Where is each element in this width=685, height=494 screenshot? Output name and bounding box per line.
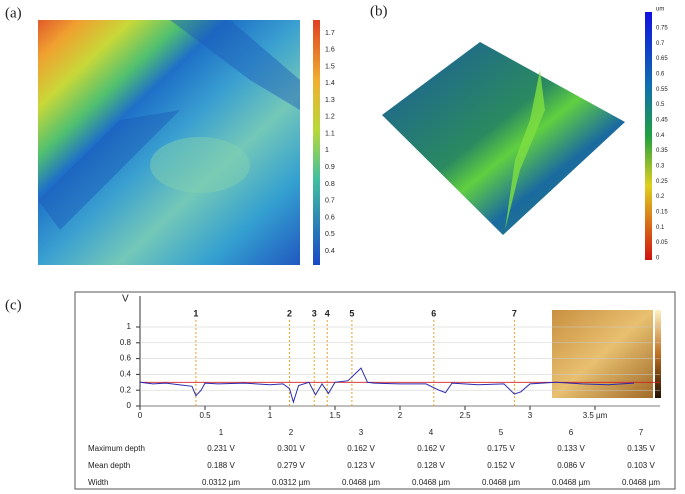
colorbar-label: 0.4 <box>325 248 335 255</box>
colorbar-label: 0 <box>656 256 660 262</box>
colorbar-label: 0.65 <box>656 56 668 62</box>
panel-label: (b) <box>370 3 388 19</box>
table-cell: 0.0468 µm <box>412 478 450 487</box>
colorbar-label: 1.6 <box>325 47 335 54</box>
colorbar-label: 0.5 <box>656 102 665 108</box>
colorbar-label: 0.7 <box>325 198 335 205</box>
x-tick-label: 2.5 <box>459 411 471 420</box>
table-cell: 0.279 V <box>277 461 305 470</box>
table-cell: 0.0468 µm <box>622 478 660 487</box>
table-cell: 0.152 V <box>487 461 515 470</box>
x-tick-label: 0.5 <box>199 411 211 420</box>
marker-label: 3 <box>312 308 317 318</box>
profile-line <box>139 367 635 404</box>
colorbar-label: 0.8 <box>325 181 335 188</box>
table-cell: 0.0468 µm <box>342 478 380 487</box>
y-tick-label: 0.6 <box>120 354 132 363</box>
table-header: 1 <box>219 428 224 437</box>
panel-frame <box>74 291 676 490</box>
marker-label: 5 <box>349 308 354 318</box>
table-cell: 0.128 V <box>417 461 445 470</box>
colorbar-label: 1.1 <box>325 130 335 137</box>
colorbar-label: 0.1 <box>656 225 665 231</box>
table-cell: 0.086 V <box>557 461 585 470</box>
table-cell: 0.175 V <box>487 444 515 453</box>
marker-label: 2 <box>287 308 292 318</box>
table-cell: 0.0312 µm <box>202 478 240 487</box>
table-cell: 0.301 V <box>277 444 305 453</box>
colorbar-label: 1 <box>325 147 329 154</box>
table-header: 2 <box>289 428 294 437</box>
table-header: 6 <box>569 428 574 437</box>
colorbar-label: 0.6 <box>325 214 335 221</box>
marker-label: 4 <box>325 308 330 318</box>
colorbar-label: 0.3 <box>656 164 665 170</box>
table-cell: 0.162 V <box>417 444 445 453</box>
table-cell: 0.103 V <box>627 461 655 470</box>
terrain-shade <box>38 20 300 230</box>
table-cell: 0.162 V <box>347 444 375 453</box>
panel-label: (a) <box>5 5 22 21</box>
colorbar-label: 1.7 <box>325 30 335 37</box>
table-header: 5 <box>499 428 504 437</box>
colorbar-unit: um <box>656 7 664 13</box>
table-cell: 0.0312 µm <box>272 478 310 487</box>
x-tick-label: 1 <box>268 411 273 420</box>
colorbar-label: 0.35 <box>656 148 668 154</box>
colorbar-label: 1.5 <box>325 63 335 70</box>
x-tick-label: 3.5 µm <box>583 411 608 420</box>
colorbar-label: 0.15 <box>656 210 668 216</box>
marker-label: 1 <box>193 308 198 318</box>
table-cell: 0.188 V <box>207 461 235 470</box>
table-cell: 0.231 V <box>207 444 235 453</box>
panel-label: (c) <box>5 297 22 313</box>
colorbar <box>645 12 652 260</box>
y-tick-label: 1 <box>127 322 132 331</box>
colorbar <box>313 20 320 265</box>
table-cell: 0.135 V <box>627 444 655 453</box>
x-tick-label: 0 <box>138 411 143 420</box>
colorbar-label: 0.55 <box>656 87 668 93</box>
surface-ridge <box>505 70 545 230</box>
inset-colorbar <box>655 310 661 398</box>
colorbar-label: 0.4 <box>656 133 665 139</box>
y-tick-label: 0.2 <box>120 385 132 394</box>
table-cell: 0.133 V <box>557 444 585 453</box>
terrain-grain <box>150 137 250 193</box>
height-map <box>38 20 300 265</box>
table-cell: 0.0468 µm <box>482 478 520 487</box>
y-axis-label: V <box>122 294 129 305</box>
y-tick-label: 0.4 <box>120 370 132 379</box>
row-label: Maximum depth <box>88 444 145 453</box>
table-cell: 0.123 V <box>347 461 375 470</box>
x-tick-label: 3 <box>528 411 533 420</box>
colorbar-label: 0.7 <box>656 41 665 47</box>
colorbar-label: 0.05 <box>656 240 668 246</box>
row-label: Width <box>88 478 108 487</box>
colorbar-label: 0.5 <box>325 231 335 238</box>
y-tick-label: 0.8 <box>120 338 132 347</box>
x-tick-label: 2 <box>398 411 403 420</box>
row-label: Mean depth <box>88 461 130 470</box>
colorbar-label: 0.2 <box>656 194 665 200</box>
colorbar-label: 1.3 <box>325 97 335 104</box>
y-tick-label: 0 <box>127 401 132 410</box>
table-header: 3 <box>359 428 364 437</box>
marker-label: 7 <box>512 308 517 318</box>
surface-3d <box>382 42 625 235</box>
marker-label: 6 <box>431 308 436 318</box>
x-tick-label: 1.5 <box>329 411 341 420</box>
colorbar-label: 0.9 <box>325 164 335 171</box>
colorbar-label: 1.2 <box>325 114 335 121</box>
colorbar-label: 0.75 <box>656 26 668 32</box>
table-header: 4 <box>429 428 434 437</box>
table-cell: 0.0468 µm <box>552 478 590 487</box>
colorbar-label: 0.25 <box>656 179 668 185</box>
colorbar-label: 0.6 <box>656 72 665 78</box>
table-header: 7 <box>639 428 644 437</box>
colorbar-label: 1.4 <box>325 80 335 87</box>
colorbar-label: 0.45 <box>656 118 668 124</box>
